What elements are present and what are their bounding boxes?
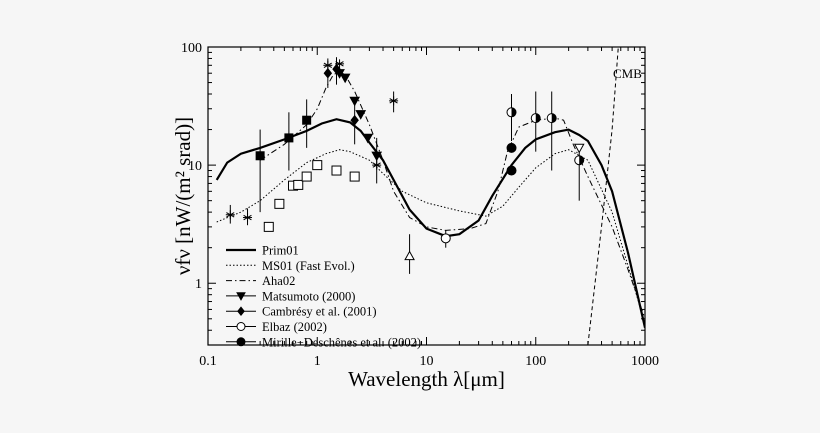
legend-swatch bbox=[236, 322, 246, 331]
legend-label: Mirille−Deschênes et al. (2002) bbox=[262, 335, 421, 349]
tick-layer bbox=[207, 46, 646, 346]
marker-diamond-filled bbox=[350, 114, 359, 126]
marker-triangle-down-filled bbox=[371, 151, 383, 162]
marker-circle-filled bbox=[506, 165, 517, 176]
label-layer: 0.1 1 10 100 1000 1 10 100 Wavelength λ[μm] νfν [… bbox=[171, 41, 659, 391]
marker-triangle-down-filled bbox=[355, 110, 367, 120]
legend-swatch bbox=[236, 337, 246, 347]
y-tick-label: 100 bbox=[181, 41, 202, 56]
x-tick-label: 0.1 bbox=[199, 354, 217, 369]
marker-diamond-filled bbox=[332, 63, 341, 75]
marker-star bbox=[389, 96, 399, 106]
marker-triangle-down-filled bbox=[339, 73, 351, 84]
marker-star bbox=[323, 60, 333, 70]
marker-circle-half-fill bbox=[535, 113, 541, 123]
legend-item: Prim01 bbox=[226, 244, 299, 258]
series-aha02 bbox=[259, 70, 645, 319]
marker-circle-half-fill bbox=[579, 155, 584, 165]
marker-square-open bbox=[312, 160, 323, 171]
series-cmb bbox=[587, 47, 619, 345]
marker-triangle-up-open bbox=[404, 250, 415, 261]
legend-label: Aha02 bbox=[262, 274, 295, 288]
legend-label: Matsumoto (2000) bbox=[262, 289, 355, 303]
marker-circle-open bbox=[440, 233, 451, 244]
marker-circle-filled bbox=[506, 142, 517, 153]
marker-star bbox=[372, 160, 382, 170]
legend-item: Cambrésy et al. (2001) bbox=[226, 305, 377, 319]
marker-diamond-filled bbox=[323, 67, 333, 79]
marker-triangle-down-filled bbox=[362, 133, 374, 144]
marker-triangle-down-filled bbox=[349, 96, 361, 107]
marker-square-open bbox=[301, 171, 312, 182]
marker-square-open bbox=[349, 171, 360, 182]
marker-star bbox=[225, 210, 235, 220]
y-tick-label: 1 bbox=[195, 277, 202, 292]
marker-circle-half-fill bbox=[511, 107, 517, 117]
marker-triangle-down-open bbox=[573, 143, 585, 154]
legend-item: Elbaz (2002) bbox=[226, 320, 327, 334]
series-layer bbox=[215, 47, 645, 345]
marker-square-filled bbox=[284, 133, 294, 143]
marker-star bbox=[335, 59, 345, 69]
marker-square-filled bbox=[302, 115, 312, 125]
x-tick-label: 100 bbox=[525, 354, 546, 369]
y-tick-label: 10 bbox=[188, 159, 202, 174]
marker-star bbox=[243, 213, 253, 223]
marker-square-open bbox=[293, 179, 304, 190]
series-prim01 bbox=[215, 118, 645, 328]
legend-label: Elbaz (2002) bbox=[262, 320, 327, 334]
errorbar-layer bbox=[229, 57, 580, 274]
marker-square-open bbox=[274, 198, 285, 209]
marker-square-open bbox=[263, 221, 274, 232]
series-ms01-fast-evol- bbox=[216, 149, 645, 325]
marker-square-filled bbox=[255, 151, 265, 161]
x-tick-label: 10 bbox=[420, 354, 434, 369]
legend-item: MS01 (Fast Evol.) bbox=[226, 259, 355, 273]
x-tick-label: 1 bbox=[314, 354, 321, 369]
marker-layer bbox=[225, 59, 585, 261]
legend-label: MS01 (Fast Evol.) bbox=[262, 259, 355, 273]
legend-item: Aha02 bbox=[226, 274, 295, 288]
legend-label: Prim01 bbox=[262, 244, 299, 258]
legend-label: Cambrésy et al. (2001) bbox=[262, 305, 377, 319]
cmb-annotation: CMB bbox=[613, 66, 642, 81]
y-axis-label: νfν [nW/(m² srad)] bbox=[171, 117, 195, 275]
marker-circle-half-fill bbox=[551, 113, 557, 123]
marker-square-open bbox=[331, 165, 342, 176]
legend-item: Matsumoto (2000) bbox=[226, 289, 355, 303]
legend-swatch bbox=[236, 292, 246, 301]
legend-item: Mirille−Deschênes et al. (2002) bbox=[226, 335, 421, 349]
x-tick-label: 1000 bbox=[631, 354, 659, 369]
x-axis-label: Wavelength λ[μm] bbox=[348, 367, 505, 391]
legend-swatch bbox=[237, 306, 245, 317]
